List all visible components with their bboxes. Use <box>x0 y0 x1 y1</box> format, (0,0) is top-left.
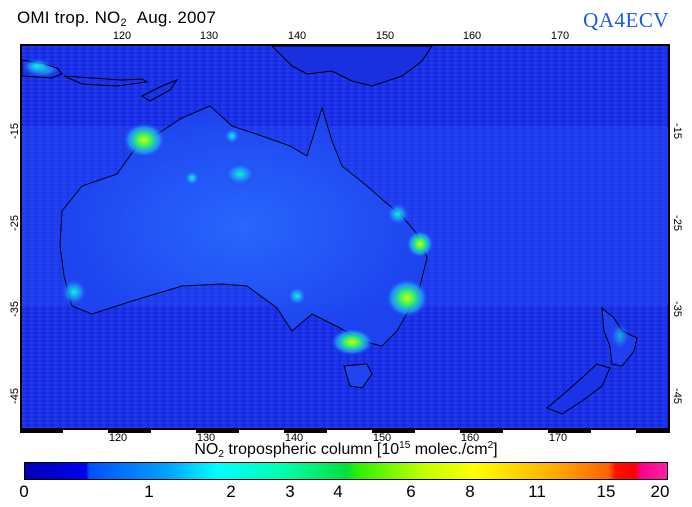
cb-label-mid: tropospheric column [10 <box>223 441 400 458</box>
brand-label: QA4ECV <box>583 8 669 32</box>
colorbar-tick: 6 <box>406 482 416 501</box>
lat-tick-left: -15 <box>9 123 21 139</box>
lon-tick-bottom: 140 <box>284 432 304 444</box>
no2-map <box>20 44 670 430</box>
lat-tick-left: -35 <box>9 301 21 317</box>
lat-tick-right: -35 <box>671 301 683 317</box>
lon-tick-bottom: 160 <box>460 432 480 444</box>
lat-tick-right: -25 <box>671 215 683 231</box>
map-title: OMI trop. NO2 Aug. 2007 <box>17 8 216 29</box>
lat-tick-left: -45 <box>9 388 21 404</box>
lon-tick-top: 140 <box>287 30 307 42</box>
cb-label-end: ] <box>493 441 498 458</box>
colorbar <box>24 462 668 480</box>
lon-tick-bottom: 150 <box>372 432 392 444</box>
cb-label-unit: molec./cm <box>410 441 488 458</box>
lon-tick-top: 160 <box>462 30 482 42</box>
lat-tick-right: -15 <box>671 123 683 139</box>
lon-tick-top: 120 <box>112 30 132 42</box>
title-text: OMI trop. NO <box>17 8 121 27</box>
colorbar-tick: 1 <box>144 482 154 501</box>
cb-label-unit-sup: 2 <box>487 440 494 451</box>
colorbar-tick: 4 <box>333 482 343 501</box>
lon-tick-top: 130 <box>199 30 219 42</box>
colorbar-tick: 20 <box>650 482 670 501</box>
cb-label-sup: 15 <box>399 440 411 451</box>
colorbar-tick: 0 <box>19 482 29 501</box>
title-date: Aug. 2007 <box>136 8 216 27</box>
lat-tick-right: -45 <box>671 388 683 404</box>
lat-tick-left: -25 <box>9 215 21 231</box>
lon-tick-bottom: 120 <box>108 432 128 444</box>
lon-tick-top: 150 <box>375 30 395 42</box>
colorbar-label: NO2 tropospheric column [1015 molec./cm2… <box>0 440 692 460</box>
colorbar-tick: 8 <box>465 482 475 501</box>
colorbar-tick: 15 <box>596 482 616 501</box>
lon-tick-top: 170 <box>550 30 570 42</box>
lon-tick-bottom: 130 <box>196 432 216 444</box>
lon-tick-bottom: 170 <box>548 432 568 444</box>
cb-label-sub: 2 <box>218 449 224 460</box>
cb-label-text: NO <box>194 441 219 458</box>
map-graphic <box>22 46 668 428</box>
frame-scale-bottom <box>20 430 670 433</box>
title-subscript: 2 <box>120 17 127 29</box>
colorbar-tick: 2 <box>226 482 236 501</box>
colorbar-tick: 11 <box>528 482 546 501</box>
colorbar-tick: 3 <box>285 482 295 501</box>
